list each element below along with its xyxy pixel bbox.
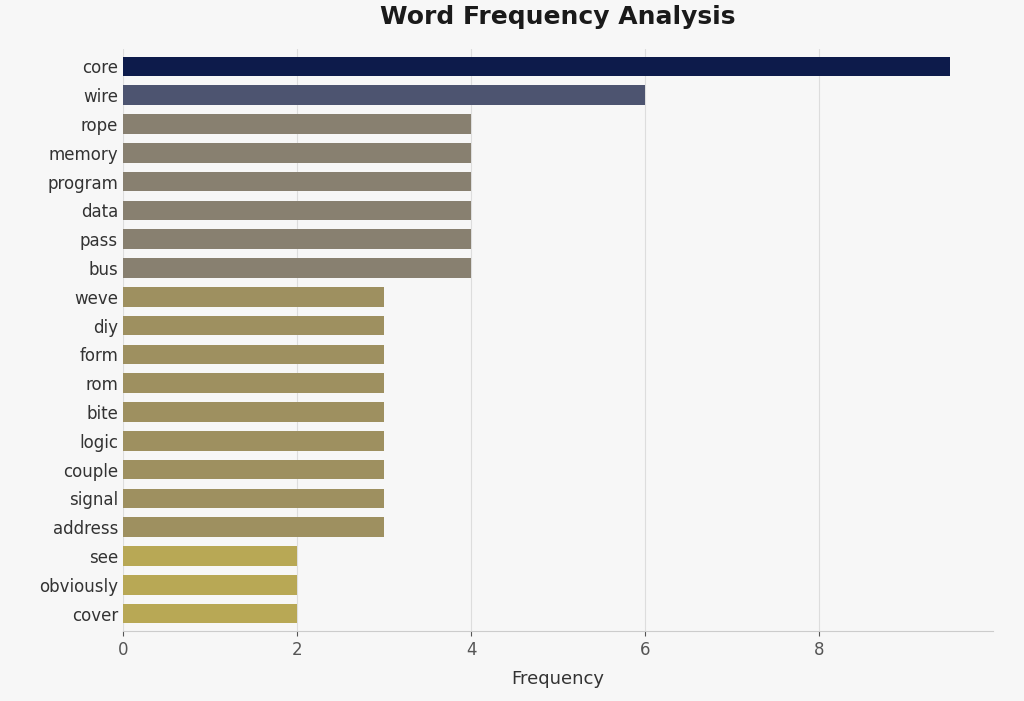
Bar [123, 374, 384, 393]
Bar [123, 172, 471, 191]
Bar [123, 258, 471, 278]
X-axis label: Frequency: Frequency [512, 669, 604, 688]
Bar [123, 200, 471, 220]
Bar [123, 431, 384, 451]
Title: Word Frequency Analysis: Word Frequency Analysis [380, 5, 736, 29]
Bar [123, 57, 950, 76]
Bar [123, 402, 384, 422]
Bar [123, 345, 384, 365]
Bar [123, 460, 384, 479]
Bar [123, 575, 297, 594]
Bar [123, 287, 384, 306]
Bar [123, 546, 297, 566]
Bar [123, 315, 384, 335]
Bar [123, 86, 645, 105]
Bar [123, 604, 297, 623]
Bar [123, 114, 471, 134]
Bar [123, 143, 471, 163]
Bar [123, 517, 384, 537]
Bar [123, 229, 471, 249]
Bar [123, 489, 384, 508]
